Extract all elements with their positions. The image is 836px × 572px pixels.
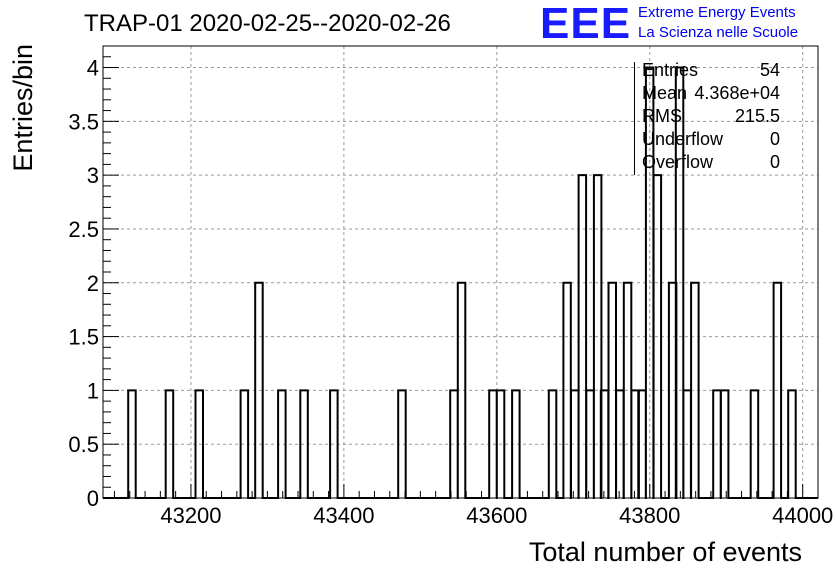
y-tick-label: 0.5 [68,432,99,457]
y-tick-label: 3 [87,163,99,188]
histogram-bin [721,390,728,498]
histogram-bin [683,390,690,498]
histogram-bin [608,283,615,498]
stats-key: Overflow [642,152,714,172]
histogram-bin [512,390,519,498]
stats-key: Entries [642,60,699,80]
histogram-bin [788,390,795,498]
histogram-bin [489,390,496,498]
x-axis-label: Total number of events [529,537,802,567]
stats-box-left-border [634,62,635,175]
logo-line-2: La Scienza nelle Scuole [638,24,799,41]
y-tick-label: 4 [87,56,99,81]
y-tick-label: 1.5 [68,325,99,350]
x-tick-label: 43600 [466,503,527,528]
histogram-bin [128,390,135,498]
histogram-bin [586,390,593,498]
histogram-bin [549,390,556,498]
histogram-bin [241,390,248,498]
stats-row-entries: Entries 54 [634,59,780,82]
y-tick-label: 1 [87,378,99,403]
histogram-bin [563,283,570,498]
x-tick-label: 43400 [313,503,374,528]
histogram-bin [631,390,638,498]
histogram-bin [601,390,608,498]
y-tick-label: 2 [87,271,99,296]
histogram-bin [669,283,676,498]
stats-key: RMS [642,106,682,126]
stats-row-rms: RMS 215.5 [634,105,780,128]
histogram-bin [166,390,173,498]
eee-logo: EEE [540,0,632,48]
stats-value: 0 [769,129,780,149]
stats-row-overflow: Overflow 0 [634,151,780,174]
y-tick-label: 0 [87,486,99,511]
histogram-bin [278,390,285,498]
histogram-bin [398,390,405,498]
histogram-bin [774,283,781,498]
stats-key: Mean [642,83,688,103]
chart-title: TRAP-01 2020-02-25--2020-02-26 [84,10,451,37]
histogram-bin [255,283,262,498]
histogram-bin [300,390,307,498]
histogram-bin [330,390,337,498]
x-tick-label: 43800 [619,503,680,528]
histogram-bin [624,283,631,498]
y-tick-label: 2.5 [68,217,99,242]
stats-box: Entries 54 Mean 4.368e+04 RMS 215.5 Unde… [634,59,780,174]
x-tick-label: 44000 [772,503,833,528]
histogram-bin [196,390,203,498]
histogram-bin [579,175,586,498]
stats-value: 215.5 [734,106,780,126]
histogram-bin [616,390,623,498]
histogram-bin [713,390,720,498]
histogram-bin [691,283,698,498]
histogram-bin [571,390,578,498]
histogram-bin [654,175,661,498]
histogram-bin [497,390,504,498]
stats-value: 0 [769,152,780,172]
x-tick-label: 43200 [160,503,221,528]
stats-row-underflow: Underflow 0 [634,128,780,151]
histogram-bin [458,283,465,498]
histogram-bin [450,390,457,498]
stats-value: 4.368e+04 [694,83,780,103]
logo-line-1: Extreme Energy Events [638,4,796,21]
stats-value: 54 [759,60,780,80]
y-tick-label: 3.5 [68,109,99,134]
histogram-bin [751,390,758,498]
histogram-bin [594,175,601,498]
histogram-bin [638,390,645,498]
stats-key: Underflow [642,129,724,149]
stats-row-mean: Mean 4.368e+04 [634,82,780,105]
y-axis-label: Entries/bin [8,44,38,172]
